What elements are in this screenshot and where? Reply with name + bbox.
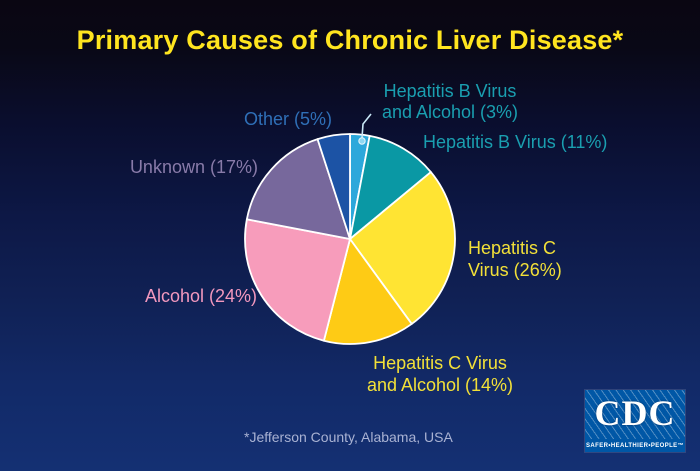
footnote: *Jefferson County, Alabama, USA — [244, 429, 453, 445]
label-hepatitis-b: Hepatitis B Virus (11%) — [423, 132, 608, 152]
label-unknown: Unknown (17%) — [129, 157, 258, 177]
leader-line — [361, 113, 372, 139]
slide-title: Primary Causes of Chronic Liver Disease* — [76, 25, 624, 55]
pie-slice-unknown — [245, 138, 351, 240]
label-alcohol: Alcohol (24%) — [144, 286, 257, 306]
pie-slice-other — [316, 133, 351, 240]
pie-slice-hepatitis-c-virus-and-alcohol — [322, 238, 413, 345]
cdc-logo: CDC SAFER•HEALTHIER•PEOPLE™ — [585, 390, 685, 452]
pie-slice-hepatitis-c-virus — [349, 171, 456, 325]
label-hepatitis-c: Hepatitis C Virus (26%) — [468, 238, 562, 280]
leader-dot — [358, 137, 366, 145]
cdc-tagline: SAFER•HEALTHIER•PEOPLE™ — [586, 443, 684, 449]
cdc-logo-text: CDC — [594, 393, 676, 433]
pie-slice-hepatitis-b-virus — [349, 134, 432, 240]
label-other: Other (5%) — [243, 109, 332, 129]
label-hepatitis-b-and-alcohol: Hepatitis B Virus and Alcohol (3%) — [381, 81, 519, 122]
pie-slice-alcohol — [244, 218, 351, 342]
label-hepatitis-c-and-alcohol: Hepatitis C Virus and Alcohol (14%) — [366, 353, 514, 395]
pie-slices — [244, 133, 456, 345]
cdc-rays-icon — [585, 390, 685, 439]
